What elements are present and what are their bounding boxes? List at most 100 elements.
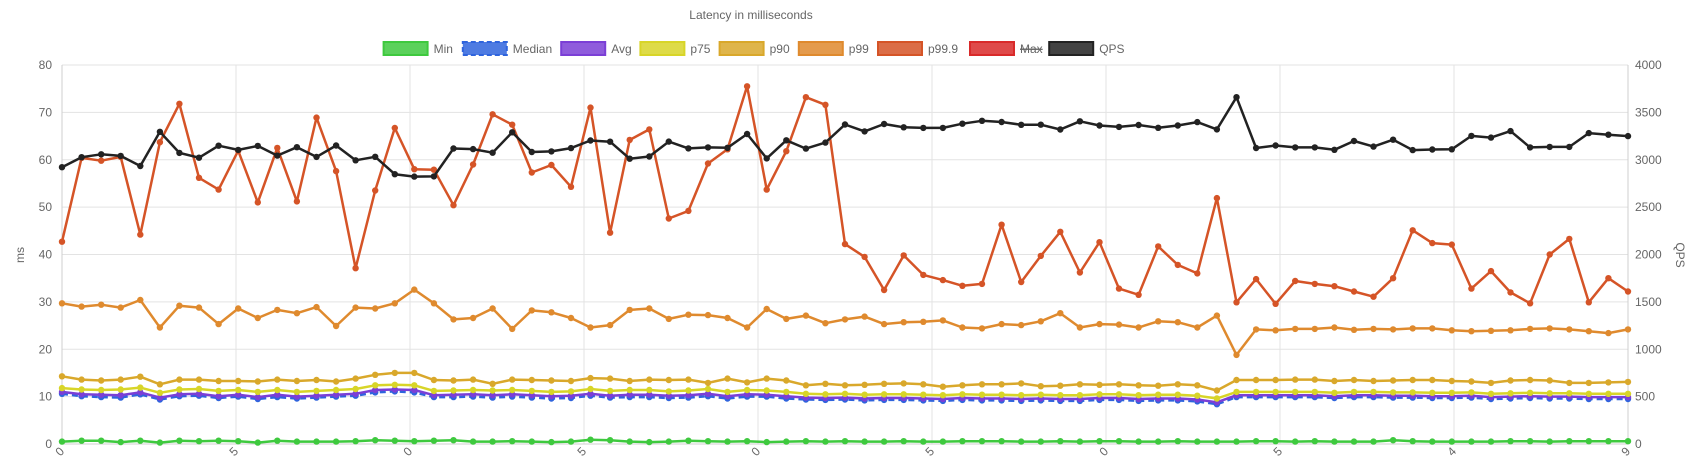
data-point	[900, 252, 907, 259]
data-point	[1624, 390, 1632, 397]
data-point	[1448, 377, 1456, 385]
data-point	[1546, 251, 1553, 258]
y2-tick-label: 3000	[1635, 153, 1662, 167]
data-point	[704, 160, 712, 167]
data-point	[783, 377, 790, 384]
data-point	[489, 392, 496, 399]
data-point	[1057, 382, 1064, 389]
data-point	[567, 388, 575, 395]
data-point	[1526, 325, 1534, 333]
data-point	[137, 389, 144, 396]
data-point	[959, 324, 966, 331]
data-point	[372, 187, 379, 194]
data-point	[1252, 326, 1260, 333]
data-point	[1585, 438, 1593, 445]
data-point	[1233, 94, 1240, 101]
data-point	[450, 377, 457, 384]
data-point	[137, 437, 144, 444]
legend-swatch	[560, 41, 607, 56]
data-point	[998, 438, 1005, 445]
data-point	[1076, 269, 1084, 276]
data-point	[195, 438, 203, 445]
data-point	[293, 388, 301, 396]
data-point	[1272, 438, 1279, 445]
data-point	[665, 388, 672, 395]
data-point	[900, 319, 907, 326]
data-point	[920, 271, 927, 279]
data-point	[783, 137, 790, 144]
legend-item-p90: p90	[718, 41, 790, 56]
x-tick-label: 0	[1096, 444, 1111, 459]
data-point	[704, 144, 712, 151]
data-point	[1115, 285, 1123, 292]
data-point	[58, 238, 66, 245]
data-point	[528, 387, 535, 395]
data-point	[1252, 438, 1260, 445]
data-point	[215, 320, 222, 328]
data-point	[1037, 391, 1045, 398]
data-point	[704, 438, 712, 445]
data-point	[489, 111, 496, 118]
data-point	[959, 282, 966, 289]
data-point	[332, 322, 340, 330]
data-point	[1429, 438, 1436, 445]
data-point	[1585, 379, 1593, 387]
y-tick-label: 80	[39, 58, 53, 72]
data-point	[704, 385, 712, 393]
data-point	[1624, 288, 1632, 295]
data-point	[411, 369, 418, 377]
data-point	[58, 300, 66, 307]
data-point	[1409, 438, 1416, 445]
data-point	[704, 379, 712, 387]
data-point	[1076, 438, 1084, 445]
legend-swatch	[461, 41, 508, 56]
data-point	[1605, 329, 1612, 337]
data-point	[548, 148, 555, 155]
data-point	[176, 100, 183, 108]
data-point	[822, 391, 829, 398]
x-tick-label: 0	[400, 444, 415, 459]
data-point	[1311, 438, 1319, 445]
data-point	[606, 321, 614, 329]
data-point	[293, 438, 301, 445]
legend-label: p99.9	[928, 42, 958, 56]
data-point	[1448, 327, 1456, 334]
data-point	[528, 307, 535, 314]
data-point	[98, 391, 105, 398]
data-point	[195, 154, 203, 161]
data-point	[1057, 126, 1064, 133]
series-p90	[58, 369, 1632, 394]
data-point	[900, 380, 907, 387]
data-point	[372, 437, 379, 444]
data-point	[1526, 300, 1534, 307]
data-point	[724, 375, 731, 382]
data-point	[489, 438, 496, 445]
data-point	[1350, 137, 1358, 145]
data-point	[1096, 438, 1103, 445]
data-point	[1057, 438, 1064, 445]
data-point	[822, 101, 829, 109]
data-point	[587, 137, 594, 144]
data-point	[998, 320, 1005, 328]
data-point	[176, 437, 183, 444]
y2-tick-label: 2000	[1635, 248, 1662, 262]
data-point	[372, 382, 379, 389]
data-point	[548, 377, 555, 384]
legend-item-p99: p99	[797, 41, 869, 56]
data-point	[254, 388, 261, 396]
data-point	[372, 386, 379, 394]
data-point	[587, 374, 594, 382]
legend-item-max: Max	[969, 41, 1043, 56]
data-point	[1468, 378, 1475, 385]
legend: Min Median Avg p75 p90 p99 p99.9 Max QPS	[382, 41, 1125, 56]
data-point	[58, 164, 66, 171]
data-point	[1331, 377, 1338, 385]
data-point	[920, 124, 927, 132]
data-point	[117, 376, 124, 383]
data-point	[1272, 300, 1279, 307]
data-point	[98, 377, 105, 384]
data-point	[1487, 267, 1495, 275]
x-tick-label: 5	[922, 444, 937, 459]
